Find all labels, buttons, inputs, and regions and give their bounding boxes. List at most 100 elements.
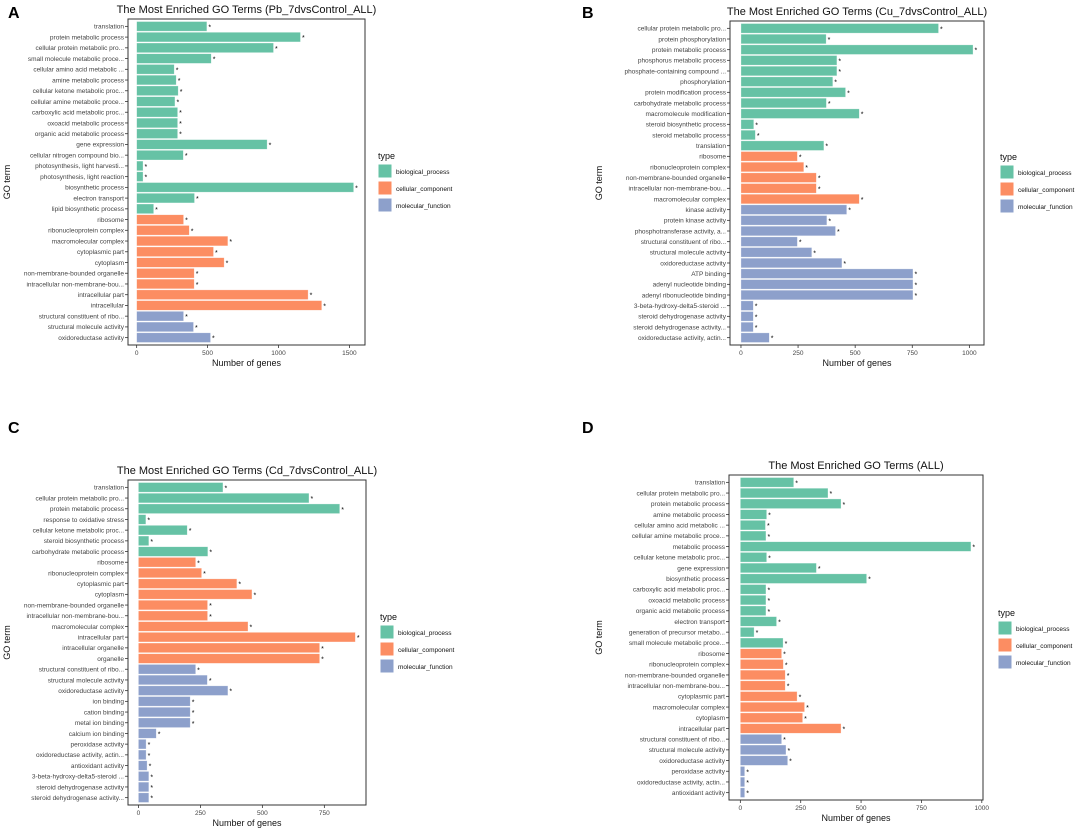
y-axis-label: GO term (2, 625, 12, 660)
y-tick-label: ion binding (93, 699, 125, 706)
x-tick-label: 500 (850, 350, 861, 357)
significance-marker: * (192, 710, 195, 717)
bar-19 (138, 674, 208, 686)
y-tick-label: non-membrane-bounded organelle (24, 271, 124, 278)
y-tick-label: steroid dehydrogenase activity... (633, 324, 726, 331)
y-tick-label: cellular protein metabolic pro... (637, 26, 726, 33)
y-axis-label: GO term (2, 165, 12, 200)
significance-marker: * (825, 144, 828, 151)
significance-marker: * (196, 271, 199, 278)
x-tick-label: 1000 (975, 805, 990, 812)
x-tick-label: 0 (137, 810, 141, 817)
significance-marker: * (847, 90, 850, 97)
y-tick-label: oxidoreductase activity, actin... (637, 779, 725, 786)
y-tick-label: calcium ion binding (69, 731, 125, 738)
y-tick-label: non-membrane-bounded organelle (626, 175, 726, 182)
bar-5 (138, 525, 188, 536)
y-tick-label: small molecule metabolic proce... (28, 56, 124, 63)
y-tick-label: ribonucleoprotein complex (649, 662, 726, 669)
bar-8 (740, 552, 767, 563)
y-tick-label: kinase activity (686, 207, 727, 214)
y-tick-label: electron transport (674, 619, 725, 626)
y-tick-label: phosphate-containing compound ... (624, 68, 726, 75)
significance-marker: * (746, 780, 749, 787)
panel-letter: A (8, 5, 20, 22)
legend-swatch-molecular-function (377, 197, 393, 213)
bar-4 (136, 53, 212, 64)
bar-25 (138, 739, 147, 750)
significance-marker: * (757, 133, 760, 140)
significance-marker: * (768, 555, 771, 562)
significance-marker: * (806, 705, 809, 712)
legend-label: molecular_function (396, 203, 451, 210)
bar-20 (138, 685, 229, 696)
y-tick-label: oxoacid metabolic process (648, 597, 725, 604)
bar-17 (740, 193, 860, 205)
x-tick-label: 750 (916, 805, 927, 812)
y-tick-label: macromolecular complex (654, 196, 727, 203)
significance-marker: * (310, 293, 313, 300)
y-tick-label: peroxidase activity (71, 741, 125, 748)
y-tick-label: non-membrane-bounded organelle (625, 672, 725, 679)
y-tick-label: intracellular non-membrane-bou... (26, 613, 124, 620)
significance-marker: * (755, 304, 758, 311)
y-tick-label: structural molecule activity (649, 747, 726, 754)
y-tick-label: cytoplasmic part (678, 694, 725, 701)
legend-label: molecular_function (1018, 204, 1073, 211)
y-tick-label: steroid biosynthetic process (646, 122, 727, 129)
x-tick-label: 0 (135, 350, 139, 357)
significance-marker: * (778, 619, 781, 626)
bar-23 (138, 717, 191, 728)
significance-marker: * (799, 154, 802, 161)
significance-marker: * (746, 769, 749, 776)
legend-swatch-biological-process (997, 620, 1013, 636)
y-tick-label: translation (696, 143, 726, 150)
bar-3 (136, 42, 274, 53)
bar-7 (136, 85, 179, 96)
x-tick-label: 500 (257, 810, 268, 817)
y-tick-label: protein phosphorylation (658, 36, 726, 43)
chart-svg: A The Most Enriched GO Terms (Pb_7dvsCont… (2, 4, 453, 368)
legend-swatch-biological-process (377, 163, 393, 179)
significance-marker: * (148, 753, 151, 760)
bar-14 (138, 621, 249, 632)
legend-swatch-molecular-function (997, 654, 1013, 670)
significance-marker: * (914, 293, 917, 300)
bar-13 (138, 610, 208, 621)
bar-22 (740, 701, 805, 713)
significance-marker: * (767, 609, 770, 616)
y-tick-label: cellular protein metabolic pro... (35, 45, 124, 52)
x-tick-label: 1000 (271, 350, 286, 357)
significance-marker: * (829, 491, 832, 498)
bar-12 (740, 594, 767, 606)
bar-2 (138, 492, 310, 504)
panel-c-chart: C The Most Enriched GO Terms (Cd_7dvsCont… (0, 415, 542, 829)
y-tick-label: oxidoreductase activity (659, 758, 726, 765)
bar-25 (136, 278, 195, 290)
y-tick-label: steroid metabolic process (652, 132, 726, 139)
significance-marker: * (804, 716, 807, 723)
y-tick-label: cellular protein metabolic pro... (636, 490, 725, 497)
y-tick-label: photosynthesis, light harvesti... (35, 163, 124, 170)
bar-24 (136, 268, 195, 279)
y-tick-label: phosphotransferase activity, a... (635, 228, 726, 235)
significance-marker: * (229, 689, 232, 696)
y-tick-label: oxidoreductase activity, actin... (638, 335, 726, 342)
significance-marker: * (189, 528, 192, 535)
significance-marker: * (209, 550, 212, 557)
y-tick-label: translation (94, 24, 124, 31)
significance-marker: * (178, 78, 181, 85)
bar-14 (740, 161, 805, 173)
significance-marker: * (785, 662, 788, 669)
significance-marker: * (789, 759, 792, 766)
significance-marker: * (155, 207, 158, 214)
significance-marker: * (818, 566, 821, 573)
y-tick-label: protein metabolic process (652, 47, 727, 54)
significance-marker: * (149, 764, 152, 771)
y-tick-label: oxidoreductase activity (58, 688, 125, 695)
y-tick-label: carbohydrate metabolic process (634, 100, 727, 107)
significance-marker: * (843, 261, 846, 268)
significance-marker: * (341, 507, 344, 514)
significance-marker: * (180, 89, 183, 96)
legend-swatch-cellular-component (379, 641, 395, 657)
